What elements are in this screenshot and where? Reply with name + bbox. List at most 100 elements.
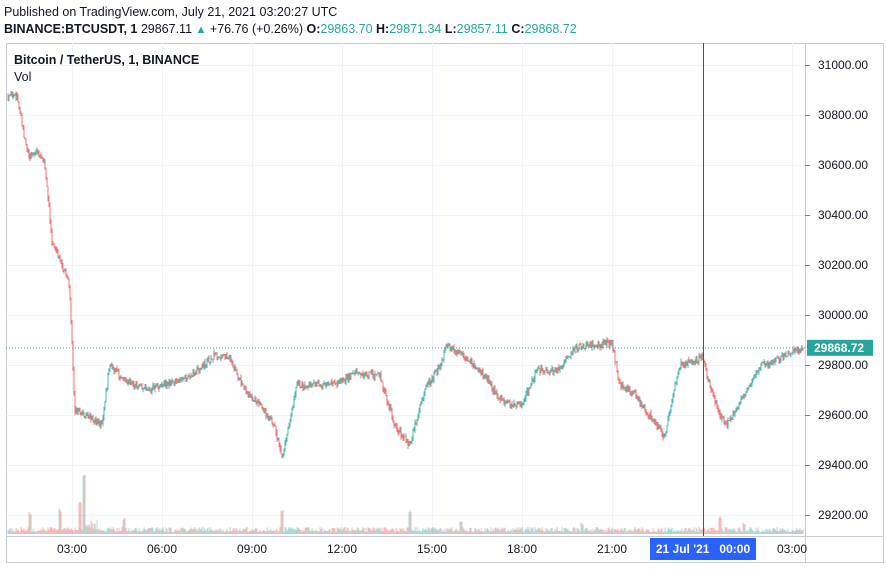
- volume-bar: [662, 531, 664, 534]
- volume-bar: [152, 528, 154, 534]
- volume-bar: [701, 529, 703, 534]
- volume-bar: [652, 528, 654, 534]
- volume-bar: [385, 528, 387, 534]
- volume-bar: [369, 528, 371, 534]
- volume-bar: [313, 530, 315, 534]
- volume-bar: [589, 531, 591, 534]
- volume-bar: [163, 530, 165, 534]
- volume-bar: [429, 529, 431, 534]
- volume-bar: [63, 527, 65, 534]
- time-tick-label: 06:00: [147, 542, 177, 556]
- volume-bar: [67, 527, 69, 534]
- volume-bar: [55, 529, 57, 534]
- volume-bar: [220, 529, 222, 534]
- volume-bar: [519, 527, 521, 534]
- volume-bar: [622, 530, 624, 534]
- volume-bar: [529, 530, 531, 534]
- volume-bar: [139, 531, 141, 534]
- volume-bar: [635, 529, 637, 534]
- volume-bar: [52, 529, 54, 534]
- volume-bar: [468, 530, 470, 534]
- volume-bar: [107, 528, 109, 534]
- volume-bar: [88, 524, 90, 534]
- volume-bar: [802, 528, 804, 534]
- volume-bar: [610, 529, 612, 534]
- volume-bar: [75, 529, 77, 534]
- price-tick-label: 30000.00: [818, 308, 868, 322]
- legend-title: Bitcoin / TetherUS, 1, BINANCE: [14, 53, 199, 67]
- volume-bar: [37, 530, 39, 534]
- volume-bar: [554, 529, 556, 534]
- volume-bar: [773, 528, 775, 534]
- volume-bar: [299, 529, 301, 534]
- volume-bar: [347, 527, 349, 534]
- volume-bar: [278, 530, 280, 534]
- volume-bar: [668, 528, 670, 534]
- volume-bar: [292, 528, 294, 534]
- volume-bar: [449, 527, 451, 534]
- volume-bar: [315, 529, 317, 534]
- volume-bar: [734, 529, 736, 534]
- volume-bar: [265, 531, 267, 534]
- volume-bar: [763, 530, 765, 534]
- volume-bar: [332, 528, 334, 534]
- volume-bar: [357, 527, 359, 534]
- volume-bar: [50, 527, 52, 534]
- volume-bar: [191, 529, 193, 534]
- volume-bar: [202, 531, 204, 534]
- volume-bar: [503, 528, 505, 534]
- volume-bar: [687, 528, 689, 534]
- volume-bar: [738, 527, 740, 534]
- volume-bar: [547, 530, 549, 534]
- volume-bar: [581, 523, 583, 534]
- volume-bar: [176, 529, 178, 534]
- volume-bar: [531, 528, 533, 534]
- volume-bar: [666, 531, 668, 534]
- volume-bar: [343, 527, 345, 534]
- volume-bar: [101, 530, 103, 534]
- volume-bar: [134, 528, 136, 534]
- volume-bar: [81, 529, 83, 534]
- volume-bar: [319, 527, 321, 534]
- volume-bar: [584, 528, 586, 534]
- volume-bar: [565, 527, 567, 534]
- volume-bar: [590, 528, 592, 534]
- volume-bar: [639, 528, 641, 534]
- volume-bar: [684, 528, 686, 534]
- volume-bar: [764, 531, 766, 534]
- high-value: 29871.34: [389, 22, 442, 36]
- volume-bar: [540, 530, 542, 534]
- volume-bar: [236, 528, 238, 534]
- volume-bar: [609, 530, 611, 534]
- volume-bar: [46, 530, 48, 534]
- volume-bar: [160, 528, 162, 534]
- volume-bar: [661, 529, 663, 534]
- volume-bar: [279, 527, 281, 534]
- volume-bar: [203, 527, 205, 534]
- volume-bar: [368, 528, 370, 534]
- volume-bar: [229, 527, 231, 534]
- open-label: O:: [306, 22, 321, 36]
- volume-bar: [704, 528, 706, 534]
- volume-bar: [498, 529, 500, 534]
- candlestick-chart[interactable]: 31000.00 30800.00 30600.00 30400.00 30200.00…: [6, 43, 884, 563]
- volume-bar: [597, 528, 599, 534]
- volume-bar: [17, 528, 19, 534]
- volume-bar: [396, 530, 398, 534]
- volume-bar: [585, 527, 587, 534]
- volume-bar: [192, 528, 194, 534]
- volume-bar: [167, 531, 169, 534]
- volume-bar: [782, 528, 784, 534]
- volume-bar: [603, 530, 605, 534]
- volume-bar: [801, 530, 803, 534]
- volume-bar: [386, 529, 388, 534]
- volume-bar: [561, 527, 563, 534]
- chart-panel[interactable]: 31000.00 30800.00 30600.00 30400.00 30200.00…: [6, 43, 884, 563]
- volume-bar: [76, 529, 78, 534]
- volume-bar: [518, 529, 520, 534]
- close-value: 29868.72: [524, 22, 577, 36]
- volume-bar: [382, 531, 384, 534]
- volume-bar: [128, 527, 130, 534]
- volume-bar: [756, 530, 758, 534]
- volume-bar: [328, 529, 330, 534]
